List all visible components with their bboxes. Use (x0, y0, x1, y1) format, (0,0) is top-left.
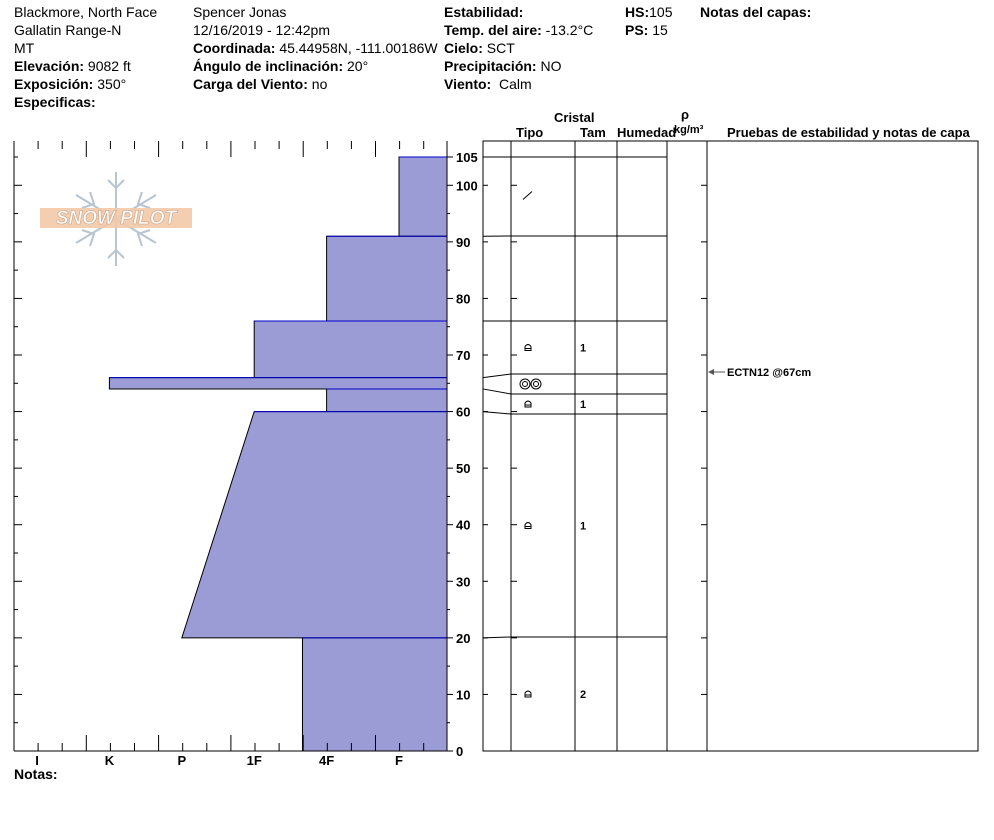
hardness-layer-2 (253, 320, 448, 379)
ps: PS: 15 (625, 21, 668, 39)
y-tick-label: 30 (456, 574, 470, 589)
range: Gallatin Range-N (14, 22, 122, 38)
slope: Ángulo de inclinación: 20° (193, 57, 368, 75)
stability-label: Estabilidad: (444, 4, 524, 20)
melt-cluster-icon (519, 378, 531, 390)
precip-label: Precipitación: (444, 58, 537, 74)
layer-notes-label: Notas del capas: (700, 4, 812, 20)
y-tick-label: 20 (456, 631, 470, 646)
rounding-faceted-icon (524, 690, 532, 698)
hardness-layer-4 (326, 388, 448, 413)
rounding-faceted-icon (524, 400, 532, 408)
observer: Spencer Jonas (193, 4, 287, 20)
coord-value: 45.44958N, -111.00186W (279, 40, 438, 56)
hardness-layer-3 (108, 377, 448, 390)
grain-size-4: 1 (580, 399, 586, 411)
hs: HS:105 (625, 3, 672, 21)
y-tick-label: 80 (456, 291, 470, 306)
wind-load-value: no (311, 76, 328, 92)
header-crystal: Cristal (554, 110, 595, 125)
precip-value: NO (540, 58, 562, 74)
header-type: Tipo (516, 125, 544, 140)
header-tests: Pruebas de estabilidad y notas de capa (727, 125, 970, 140)
hardness-tick-label: 1F (247, 753, 262, 768)
aspect: Exposición: 350° (14, 75, 126, 93)
svg-text:SNOW PILOT: SNOW PILOT (56, 208, 178, 229)
y-tick-label: 60 (456, 405, 470, 420)
hardness-tick-label: K (105, 753, 115, 768)
arrow-head-icon (708, 369, 714, 375)
melt-cluster-icon (533, 381, 539, 387)
y-tick-label: 40 (456, 518, 470, 533)
melt-cluster-icon (530, 378, 542, 390)
layer-table-frame (482, 140, 979, 752)
slope-value: 20° (347, 58, 369, 74)
hardness-layer-1 (326, 235, 448, 322)
aspect-label: Exposición: (14, 76, 94, 92)
ps-label: PS: (625, 22, 649, 38)
grain-size-6: 2 (580, 689, 586, 701)
location: Blackmore, North Face (14, 4, 158, 20)
datetime: 12/16/2019 - 12:42pm (193, 22, 330, 38)
state: MT (14, 40, 35, 56)
elevation-label: Elevación: (14, 58, 85, 74)
aspect-value: 350° (97, 76, 127, 92)
hardness-tick-label: P (177, 753, 186, 768)
hardness-layer-6 (301, 637, 448, 752)
header-density-unit: kg/m³ (674, 124, 704, 136)
hs-value: 105 (649, 4, 673, 20)
hs-label: HS: (625, 4, 650, 20)
sky-value: SCT (486, 40, 515, 56)
hardness-tick-label: I (35, 753, 39, 768)
precipitation: Precipitación: NO (444, 57, 561, 75)
coord-label: Coordinada: (193, 40, 276, 56)
header-density-rho: ρ (681, 107, 690, 122)
notes-label: Notas: (14, 766, 58, 782)
y-tick-label: 50 (456, 461, 470, 476)
sky: Cielo: SCT (444, 39, 515, 57)
rounding-faceted-icon (524, 522, 532, 529)
y-tick-label: 90 (456, 235, 470, 250)
grain-size-2: 1 (580, 343, 586, 355)
wind-value: Calm (498, 76, 532, 92)
table-row-line (482, 636, 667, 639)
wind-load: Carga del Viento: no (193, 75, 327, 93)
y-tick-label: 10 (456, 687, 470, 702)
snowpilot-logo: SNOW PILOT (38, 170, 194, 268)
coordinates: Coordinada: 45.44958N, -111.00186W (193, 39, 438, 57)
y-tick-label: 0 (456, 744, 463, 759)
wind-load-label: Carga del Viento: (193, 76, 308, 92)
air-temp-value: -13.2°C (545, 22, 594, 38)
stability-test-label: ECTN12 @67cm (727, 367, 811, 379)
specifics-label: Especificas: (14, 94, 96, 110)
header-size: Tam (580, 125, 606, 140)
ps-value: 15 (652, 22, 668, 38)
wind: Viento: Calm (444, 75, 532, 93)
table-row-line (482, 411, 667, 415)
slope-label: Ángulo de inclinación: (193, 58, 344, 74)
header-moisture: Humedad (617, 125, 677, 140)
y-tick-label: 70 (456, 348, 470, 363)
rounding-faceted-icon (524, 344, 532, 351)
y-tick-label: 105 (456, 150, 478, 165)
table-row-line (482, 373, 667, 379)
sky-label: Cielo: (444, 40, 483, 56)
hardness-layer-5 (181, 411, 448, 639)
decomposing-fragments-icon (522, 191, 533, 200)
table-row-line (482, 388, 667, 395)
hardness-layer-0 (398, 156, 448, 237)
grain-size-5: 1 (580, 521, 586, 533)
elevation: Elevación: 9082 ft (14, 57, 131, 75)
melt-cluster-icon (522, 381, 528, 387)
elevation-value: 9082 ft (87, 58, 131, 74)
air-temp: Temp. del aire: -13.2°C (444, 21, 593, 39)
air-temp-label: Temp. del aire: (444, 22, 542, 38)
hardness-tick-label: F (395, 753, 403, 768)
hardness-tick-label: 4F (319, 753, 334, 768)
y-tick-label: 100 (456, 178, 478, 193)
wind-label: Viento: (444, 76, 492, 92)
